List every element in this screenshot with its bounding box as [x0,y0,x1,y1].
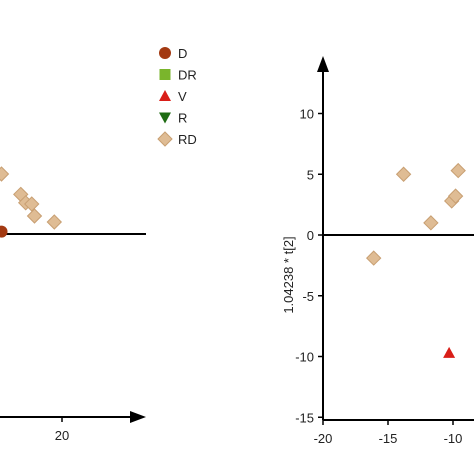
right-y-tick-label: 5 [307,167,314,182]
right-x-tick-label: -10 [444,431,463,446]
legend-label-DR: DR [178,68,197,83]
legend-label-R: R [178,111,187,126]
left-point-RD [0,166,10,182]
legend-marker-D [159,47,171,59]
right-y-tick-label: 10 [300,107,314,122]
right-y-tick-label: 0 [307,228,314,243]
right-point-RD [450,162,466,179]
right-point-RD [423,215,439,231]
right-y-tick-label: -5 [302,289,314,304]
y-axis-title: 1.04238 * t[2] [281,236,296,313]
right-point-RD [395,166,412,182]
left-point-RD [24,196,40,212]
right-point-V [443,346,456,358]
left-point-RD [46,214,63,230]
left-x-axis-arrow [130,411,146,423]
legend: D DR VR RD [157,46,197,147]
right-point-RD [447,188,464,204]
left-point-RD [26,208,43,224]
legend-marker-RD [157,131,173,147]
right-x-tick-label: -15 [379,431,398,446]
right-y-tick-label: -10 [295,350,314,365]
legend-label-RD: RD [178,132,197,147]
right-y-tick-label: -15 [295,410,314,425]
legend-marker-V [159,90,171,101]
legend-label-D: D [178,46,187,61]
legend-marker-R [159,112,171,124]
left-x-tick-label: 20 [55,428,69,443]
right-point-RD [365,250,382,266]
right-y-axis-arrow [317,56,329,72]
left-point-D [0,225,8,238]
legend-marker-DR [159,69,171,80]
left-scatter-plot: 20 [0,166,146,443]
legend-label-V: V [178,89,187,104]
right-x-tick-label: -20 [314,431,333,446]
